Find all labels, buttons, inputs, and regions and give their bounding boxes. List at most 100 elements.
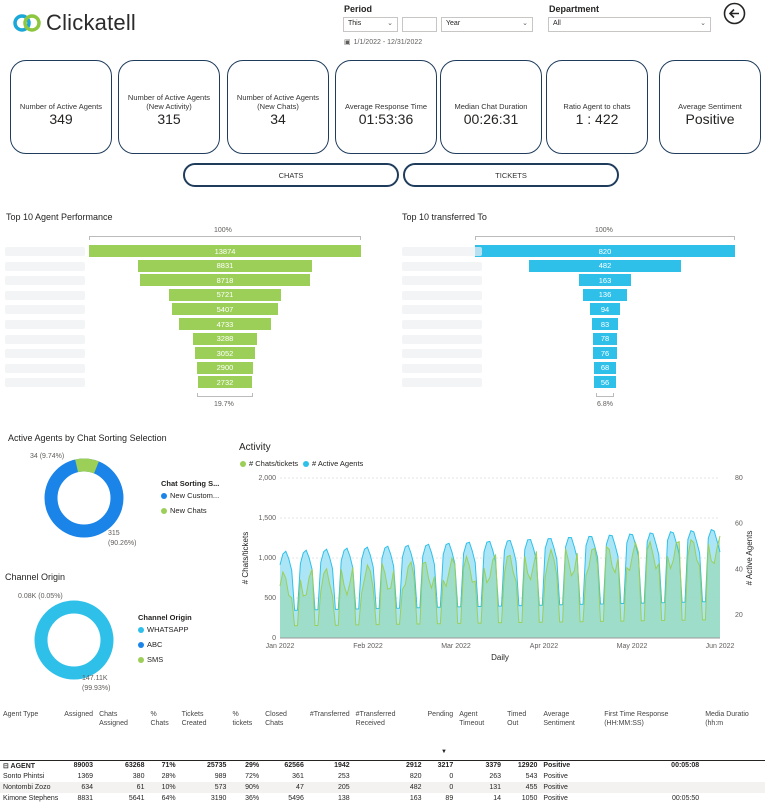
period-label: Period — [344, 4, 373, 14]
transfer-funnel-bar[interactable]: 163 — [579, 274, 631, 287]
column-header[interactable]: % Chats — [150, 711, 169, 727]
origin-legend-item[interactable]: ABC — [138, 640, 162, 649]
department-value: All — [553, 20, 561, 27]
back-arrow-icon[interactable] — [723, 2, 746, 25]
column-header[interactable]: % tickets — [232, 711, 253, 727]
transfer-funnel-bar[interactable]: 820 — [475, 245, 735, 257]
x-tick-label: Mar 2022 — [441, 643, 471, 650]
x-tick-label: Apr 2022 — [530, 643, 559, 650]
transfer-funnel-bar[interactable]: 78 — [592, 332, 618, 345]
origin-donut-title: Channel Origin — [5, 572, 66, 582]
column-header[interactable]: Agent Timeout — [459, 711, 485, 727]
kpi-value: 34 — [270, 111, 286, 127]
agent-name-redacted — [5, 378, 85, 388]
agent-funnel-top-bracket — [89, 236, 361, 240]
agent-funnel-bar[interactable]: 2732 — [198, 376, 252, 389]
column-header[interactable]: Closed Chats — [265, 711, 287, 727]
kpi-value: 315 — [157, 111, 181, 127]
transfer-funnel-top-pct: 100% — [595, 227, 613, 234]
table-row[interactable]: Kimone Stephens 8831 5641 64% 3190 36% 5496 138… — [0, 793, 765, 804]
period-mode-select[interactable]: This ⌄ — [343, 17, 398, 32]
origin-legend-item[interactable]: SMS — [138, 655, 163, 664]
chevron-down-icon: ⌄ — [700, 20, 706, 27]
transfer-funnel-bar[interactable]: 83 — [591, 318, 619, 330]
agent-funnel-bar[interactable]: 5407 — [171, 303, 278, 316]
agent-name-redacted — [5, 261, 85, 271]
transfer-name-redacted — [402, 276, 482, 286]
legend-label: # Chats/tickets — [249, 459, 299, 468]
column-header[interactable]: #Transferred Received — [355, 711, 396, 727]
table-cell: 820 — [409, 773, 422, 780]
agent-funnel-bar[interactable]: 5721 — [168, 288, 282, 301]
column-header[interactable]: Assigned — [64, 711, 94, 718]
column-header[interactable]: Chats Assigned — [99, 711, 128, 727]
transfer-funnel-bar[interactable]: 94 — [590, 303, 620, 316]
column-header[interactable]: Pending — [427, 711, 454, 718]
table-total-row[interactable]: ⊟ AGENT 89003 63268 71% 25735 29% 62566 1942 291… — [0, 759, 765, 771]
agent-funnel-bar[interactable]: 13874 — [89, 245, 361, 257]
table-cell: Positive — [543, 795, 568, 802]
table-cell: 380 — [132, 773, 145, 780]
sorting-legend-item[interactable]: New Custom... — [161, 491, 219, 500]
column-header[interactable]: Media Duratio (hh:m — [705, 711, 749, 727]
table-row[interactable]: Nontombi Zozo 634 61 10% 573 90% 47 205 482 0 131 4… — [0, 782, 765, 793]
agent-funnel-top-pct: 100% — [214, 227, 232, 234]
column-header[interactable]: Tickets Created — [181, 711, 207, 727]
column-header[interactable]: Agent Type — [3, 711, 39, 718]
brand-name: Clickatell — [46, 10, 137, 35]
table-cell: 138 — [337, 795, 350, 802]
origin-legend-item[interactable]: WHATSAPP — [138, 625, 189, 634]
kpi-label: Average Sentiment — [678, 102, 742, 111]
column-header[interactable]: #Transferred — [309, 711, 350, 718]
activity-legend-item[interactable]: # Active Agents — [303, 459, 363, 468]
agent-funnel-bar[interactable]: 3052 — [195, 347, 255, 360]
activity-legend-item[interactable]: # Chats/tickets — [240, 459, 298, 468]
sort-indicator-icon[interactable]: ▼ — [441, 749, 447, 755]
column-header[interactable]: Average Sentiment — [543, 711, 575, 727]
table-cell — [702, 782, 765, 793]
transfer-funnel-bar[interactable]: 76 — [592, 347, 618, 360]
agent-funnel-bar[interactable]: 8831 — [138, 259, 312, 272]
transfer-funnel-bottom-bracket — [596, 393, 614, 397]
table-cell: 72% — [245, 773, 260, 780]
table-cell: 5641 — [128, 795, 145, 802]
period-count-input[interactable] — [402, 17, 437, 32]
x-tick-label: Jan 2022 — [266, 643, 295, 650]
agent-funnel-bar[interactable]: 4733 — [178, 318, 272, 330]
tab-tickets[interactable]: TICKETS — [403, 163, 619, 187]
y-tick-label: 0 — [272, 635, 276, 642]
transfer-funnel-title: Top 10 transferred To — [402, 212, 487, 222]
department-select[interactable]: All ⌄ — [548, 17, 711, 32]
table-cell: 90% — [229, 782, 263, 793]
chats-area — [280, 535, 720, 638]
legend-dot-icon — [138, 656, 144, 663]
agent-funnel-bar[interactable]: 3288 — [192, 332, 258, 345]
transfer-funnel-bar[interactable]: 136 — [583, 288, 627, 301]
agent-funnel-bar[interactable]: 2900 — [196, 361, 254, 374]
table-cell — [702, 793, 765, 804]
kpi-value: 01:53:36 — [358, 111, 414, 127]
agent-funnel-bar[interactable]: 8718 — [139, 274, 311, 287]
kpi-ratio-agent-chats: Ratio Agent to chats 1 : 422 — [546, 60, 648, 154]
origin-donut — [34, 600, 114, 680]
transfer-funnel-bar[interactable]: 56 — [594, 376, 616, 389]
agent-name-redacted — [5, 334, 85, 344]
transfer-name-redacted — [402, 334, 482, 344]
y2-tick-label: 20 — [735, 612, 743, 619]
activity-chart: 0 500 1,000 1,500 2,000 20 40 60 80 Jan 2022 Feb 2… — [241, 475, 754, 662]
column-header[interactable]: First Time Response (HH:MM:SS) — [604, 711, 669, 727]
transfer-funnel-bar[interactable]: 482 — [528, 259, 682, 272]
column-header[interactable]: Timed Out — [507, 711, 527, 727]
table-cell: 163 — [409, 795, 422, 802]
table-cell: 00:05:50 — [671, 795, 700, 802]
tab-chats[interactable]: CHATS — [183, 163, 399, 187]
transfer-funnel-bar[interactable]: 68 — [594, 361, 616, 374]
table-cell: Positive — [543, 773, 568, 780]
period-unit-select[interactable]: Year ⌄ — [441, 17, 533, 32]
sorting-legend-item[interactable]: New Chats — [161, 506, 207, 515]
table-cell: 205 — [306, 782, 353, 793]
period-unit-value: Year — [446, 20, 461, 27]
chevron-down-icon: ⌄ — [387, 20, 393, 27]
table-cell: 3190 — [210, 795, 227, 802]
table-row[interactable]: Sonto Phintsi 1369 380 28% 989 72% 361 253 820 0 2… — [0, 771, 765, 782]
